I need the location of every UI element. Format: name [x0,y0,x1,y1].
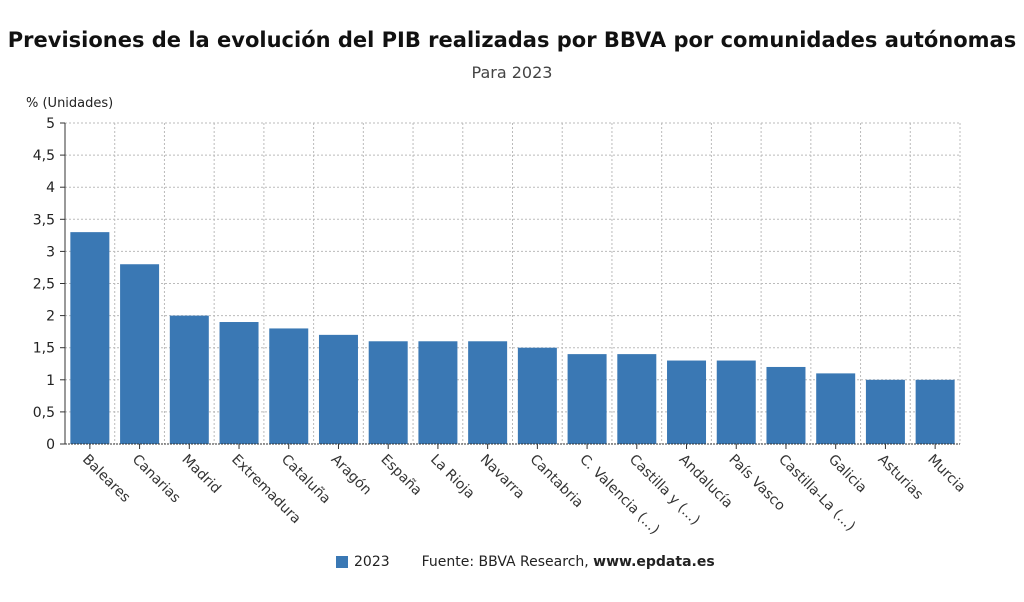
bar [617,354,657,444]
y-tick-label: 5 [46,116,55,132]
y-tick-label: 3 [46,244,55,260]
source-prefix: Fuente: BBVA Research, [421,554,594,570]
x-tick-label: Galicia [825,452,870,497]
source-link[interactable]: www.epdata.es [593,554,715,570]
bar [219,322,259,444]
x-tick-label: Aragón [328,452,375,499]
bar [766,366,806,444]
bar [418,341,458,444]
y-tick-label: 3,5 [33,212,55,228]
y-tick-label: 2 [46,309,55,325]
bar [915,379,955,444]
bar [716,360,756,444]
chart-subtitle: Para 2023 [471,63,553,82]
y-axis-label: % (Unidades) [26,96,114,111]
legend: 2023 Fuente: BBVA Research, www.epdata.e… [336,554,715,570]
bar [120,264,160,444]
bar [169,315,209,444]
x-tick-label: Canarias [129,452,184,507]
legend-swatch [336,556,348,568]
legend-label: 2023 [354,554,390,570]
x-tick-label: Madrid [178,452,223,497]
x-tick-label: Murcia [924,452,968,496]
bar [468,341,508,444]
y-tick-label: 4 [46,180,55,196]
bar [667,360,707,444]
x-tick-label: La Rioja [427,452,478,503]
source-text: Fuente: BBVA Research, www.epdata.es [422,554,715,570]
x-tick-label: Asturias [875,452,926,503]
x-tick-label: España [377,452,424,499]
chart-title: Previsiones de la evolución del PIB real… [7,28,1017,52]
bar [517,347,557,444]
y-tick-label: 4,5 [33,148,55,164]
y-tick-label: 1,5 [33,341,55,357]
bar [368,341,408,444]
y-tick-label: 0,5 [33,405,55,421]
x-tick-label: Navarra [477,452,528,503]
bar [865,379,905,444]
bar [816,373,856,444]
bar [269,328,309,444]
bar [567,354,607,444]
bar [70,232,110,444]
y-tick-label: 0 [46,437,55,453]
y-tick-label: 2,5 [33,277,55,293]
bar [318,334,358,444]
x-tick-label: Baleares [79,452,133,506]
y-tick-label: 1 [46,373,55,389]
